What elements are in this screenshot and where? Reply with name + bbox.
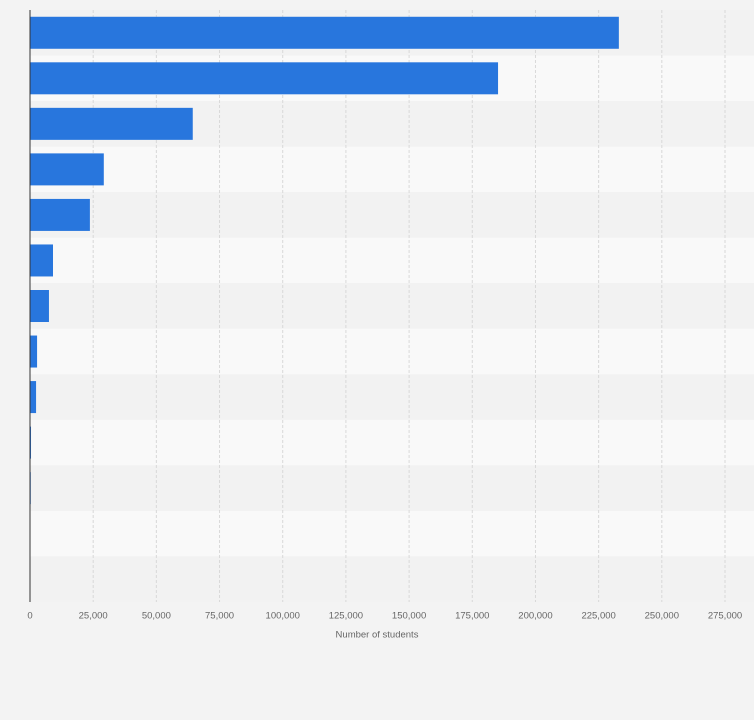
bar — [30, 335, 38, 368]
bars — [30, 16, 619, 505]
row-bands — [30, 10, 754, 602]
x-tick-label: 250,000 — [645, 611, 679, 622]
bar — [30, 62, 499, 95]
x-tick-label: 225,000 — [581, 611, 615, 622]
row-band — [30, 192, 754, 238]
x-tick-label: 200,000 — [518, 611, 552, 622]
row-band — [30, 465, 754, 511]
x-tick-label: 75,000 — [205, 611, 234, 622]
x-tick-label: 100,000 — [266, 611, 300, 622]
row-band — [30, 510, 754, 557]
row-band — [30, 419, 754, 466]
bar — [30, 244, 53, 277]
x-tick-label: 175,000 — [455, 611, 489, 622]
row-band — [30, 374, 754, 420]
bar — [30, 16, 619, 49]
bar — [30, 153, 104, 186]
x-tick-label: 150,000 — [392, 611, 426, 622]
x-ticks: 0 25,000 50,000 75,000 100,000 125,000 150,000… — [27, 611, 742, 622]
row-band — [30, 328, 754, 375]
x-axis-label: Number of students — [336, 630, 419, 641]
row-band — [30, 237, 754, 284]
row-band — [30, 556, 754, 602]
row-band — [30, 146, 754, 193]
bar — [30, 426, 32, 459]
x-tick-label: 275,000 — [708, 611, 742, 622]
x-tick-label: 25,000 — [79, 611, 108, 622]
bar — [30, 290, 49, 322]
x-tick-label: 125,000 — [329, 611, 363, 622]
row-band — [30, 283, 754, 329]
x-tick-label: 50,000 — [142, 611, 171, 622]
x-tick-label: 0 — [27, 611, 32, 622]
grid — [92, 10, 726, 602]
bar — [30, 107, 193, 140]
bar — [30, 381, 37, 414]
bar — [30, 198, 90, 231]
